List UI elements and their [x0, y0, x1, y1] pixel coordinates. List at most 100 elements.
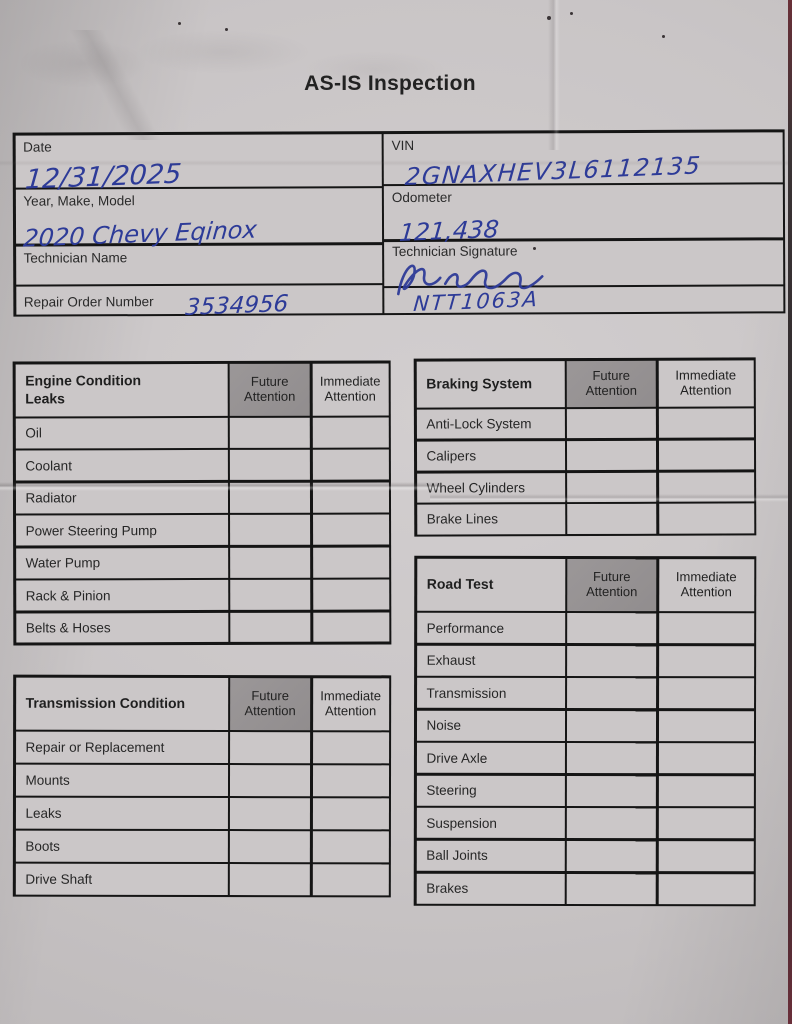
- vin-cell: VIN 2GNAXHEV3L6112135: [383, 131, 783, 190]
- odometer-label: Odometer: [391, 189, 452, 206]
- item-label: Power Steering Pump: [15, 515, 228, 546]
- paper-speck: [547, 16, 551, 20]
- future-attention-cell: [229, 798, 310, 829]
- future-attention-cell: [229, 831, 310, 862]
- year-make-model-label: Year, Make, Model: [23, 193, 135, 209]
- future-attention-cell: [229, 482, 311, 513]
- table-row: Leaks: [15, 797, 389, 829]
- immediate-attention-header: Immediate Attention: [312, 677, 389, 730]
- road-test-table: Road Test Future Attention Immediate Att…: [413, 555, 757, 907]
- technician-name-label: Technician Name: [23, 249, 128, 266]
- immediate-attention-cell: [658, 613, 754, 644]
- table-row: Anti-Lock System: [416, 408, 754, 439]
- item-label: Ball Joints: [416, 840, 565, 871]
- item-label: Mounts: [15, 764, 228, 796]
- table-row: Suspension: [416, 808, 754, 839]
- table-row: Radiator: [15, 482, 389, 514]
- immediate-attention-cell: [312, 579, 389, 610]
- item-label: Drive Shaft: [15, 863, 228, 895]
- table-row: Ball Joints: [416, 840, 754, 872]
- table-row: Power Steering Pump: [15, 514, 389, 546]
- future-attention-cell: [230, 579, 311, 610]
- item-label: Boots: [15, 830, 228, 862]
- future-attention-header: Future Attention: [566, 360, 656, 407]
- item-label: Brake Lines: [416, 504, 565, 535]
- info-left-column: Date 12/31/2025 Year, Make, Model 2020 C…: [15, 133, 382, 320]
- future-attention-cell: [566, 808, 656, 839]
- item-label: Coolant: [15, 450, 228, 481]
- future-attention-cell: [567, 612, 657, 644]
- immediate-attention-cell: [312, 514, 389, 545]
- item-label: Anti-Lock System: [416, 409, 565, 439]
- immediate-attention-cell: [312, 417, 389, 448]
- immediate-attention-cell: [658, 503, 754, 534]
- future-attention-cell: [566, 408, 656, 439]
- repair-order-number-cell: Repair Order Number 3534956: [15, 285, 382, 320]
- table-row: Brakes: [416, 873, 754, 904]
- stock-number-cell: NTT1063A: [384, 286, 783, 315]
- item-label: Calipers: [416, 440, 565, 471]
- immediate-attention-cell: [658, 440, 754, 470]
- table-row: Transmission: [416, 677, 754, 709]
- immediate-attention-cell: [658, 808, 754, 839]
- future-attention-cell: [230, 732, 311, 763]
- immediate-attention-cell: [312, 831, 389, 862]
- table-row: Drive Axle: [416, 742, 754, 774]
- future-attention-header: Future Attention: [230, 677, 311, 730]
- immediate-attention-cell: [658, 873, 754, 904]
- immediate-attention-cell: [312, 612, 389, 643]
- immediate-attention-header: Immediate Attention: [658, 359, 754, 407]
- future-attention-header: Future Attention: [567, 558, 657, 611]
- technician-signature-scribble: [397, 264, 544, 295]
- future-attention-cell: [230, 547, 311, 578]
- item-label: Drive Axle: [416, 742, 565, 774]
- table-row: Noise: [416, 710, 754, 742]
- table-row: Exhaust: [416, 645, 754, 676]
- immediate-attention-cell: [658, 408, 754, 438]
- future-attention-cell: [229, 864, 310, 895]
- item-label: Brakes: [416, 873, 565, 904]
- future-attention-header: Future Attention: [229, 363, 310, 416]
- future-attention-cell: [567, 472, 657, 502]
- immediate-attention-cell: [658, 678, 754, 709]
- immediate-attention-cell: [312, 798, 389, 829]
- immediate-attention-cell: [312, 732, 389, 763]
- date-handwritten-value: 12/31/2025: [23, 158, 183, 196]
- odometer-handwritten-value: 121,438: [398, 215, 501, 248]
- immediate-attention-cell: [312, 482, 389, 513]
- item-label: Oil: [15, 417, 228, 449]
- future-attention-cell: [566, 873, 656, 904]
- immediate-attention-cell: [312, 449, 389, 481]
- immediate-attention-header: Immediate Attention: [658, 558, 754, 611]
- item-label: Radiator: [15, 482, 228, 514]
- table-row: Mounts: [15, 764, 389, 796]
- item-label: Noise: [416, 710, 565, 741]
- table-row: Wheel Cylinders: [416, 471, 754, 503]
- table-header-row: Transmission Condition Future Attention …: [15, 677, 389, 730]
- future-attention-cell: [230, 514, 311, 546]
- table-row: Calipers: [416, 440, 754, 471]
- section-title: Transmission Condition: [15, 677, 228, 730]
- item-label: Suspension: [416, 808, 565, 839]
- section-title: Braking System: [416, 360, 565, 408]
- repair-order-number-handwritten-value: 3534956: [183, 290, 289, 321]
- section-title: Engine Condition Leaks: [15, 363, 228, 416]
- page-title: AS-IS Inspection: [304, 72, 476, 95]
- immediate-attention-cell: [312, 864, 389, 895]
- future-attention-cell: [567, 645, 657, 676]
- item-label: Transmission: [416, 677, 565, 709]
- paper-speck: [225, 28, 228, 31]
- future-attention-cell: [567, 678, 657, 709]
- future-attention-cell: [566, 840, 656, 872]
- immediate-attention-header: Immediate Attention: [312, 363, 389, 416]
- future-attention-cell: [566, 440, 657, 471]
- stock-number-handwritten-value: NTT1063A: [412, 286, 541, 316]
- future-attention-cell: [229, 417, 310, 448]
- future-attention-cell: [566, 775, 656, 806]
- table-row: Rack & Pinion: [15, 579, 389, 611]
- item-label: Performance: [416, 612, 565, 644]
- item-label: Rack & Pinion: [15, 580, 228, 611]
- future-attention-cell: [566, 743, 656, 774]
- table-header-row: Braking System Future Attention Immediat…: [416, 359, 754, 408]
